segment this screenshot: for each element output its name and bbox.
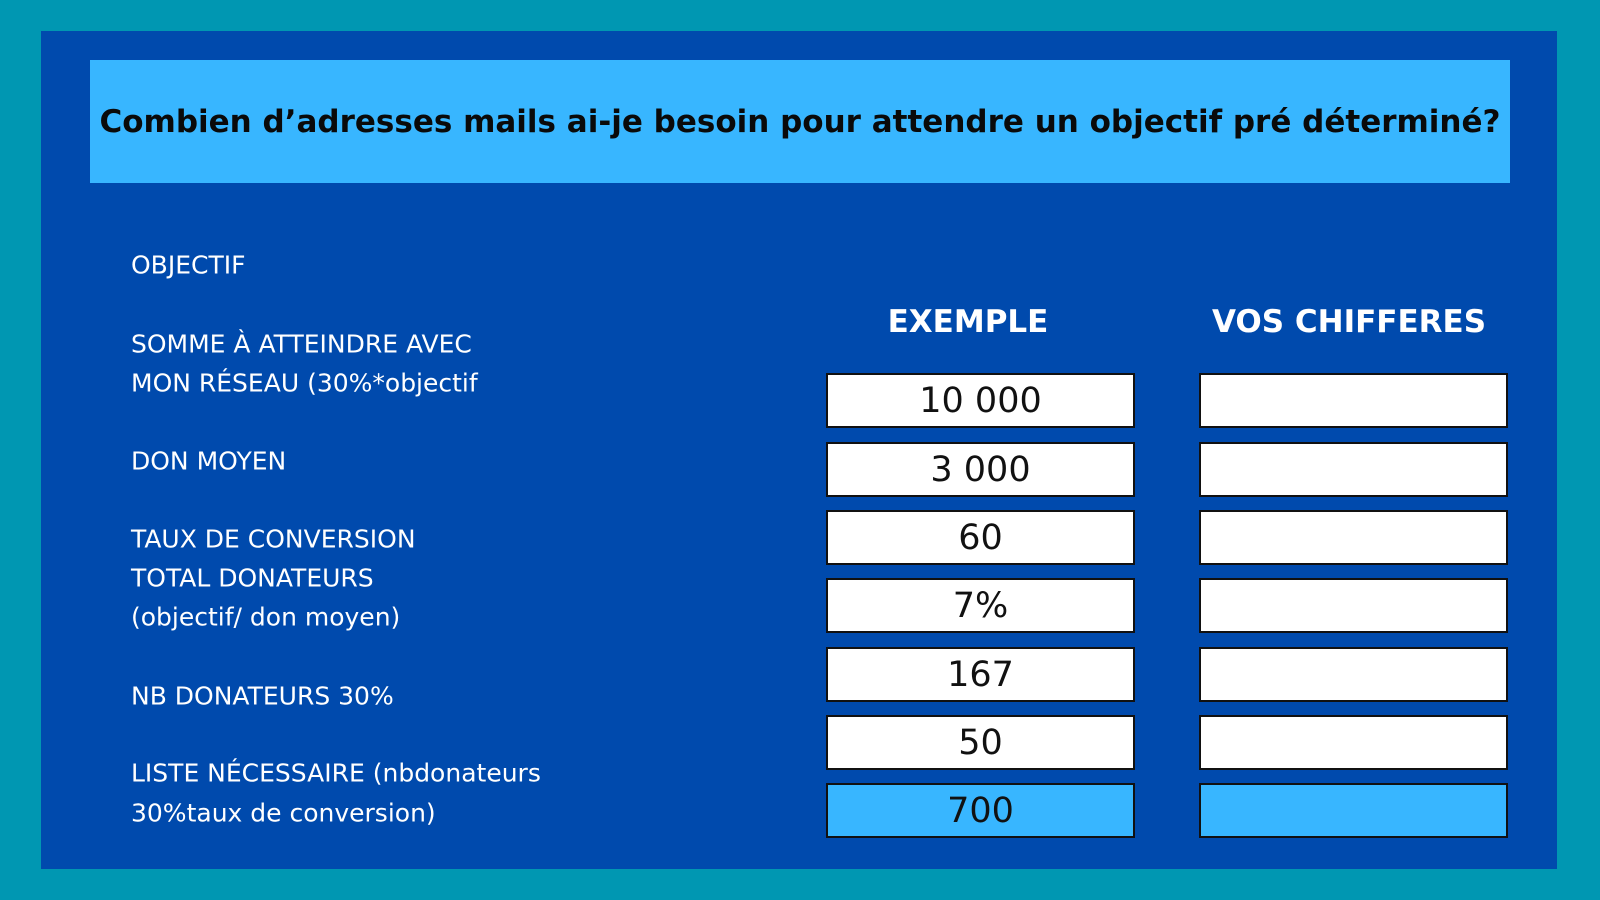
title: Combien d’adresses mails ai-je besoin po…	[90, 60, 1510, 183]
example-value: 7%	[826, 578, 1135, 633]
row-label: TAUX DE CONVERSION	[131, 524, 416, 554]
example-value: 167	[826, 647, 1135, 702]
row-label: OBJECTIF	[131, 250, 246, 280]
example-value: 10 000	[826, 373, 1135, 428]
example-value: 3 000	[826, 442, 1135, 497]
row-label: (objectif/ don moyen)	[131, 602, 401, 632]
input-box[interactable]	[1199, 373, 1508, 428]
row-label: NB DONATEURS 30%	[131, 681, 394, 711]
row-label: LISTE NÉCESSAIRE (nbdonateurs	[131, 758, 541, 788]
row-label: SOMME À ATTEINDRE AVEC	[131, 329, 472, 359]
input-box[interactable]	[1199, 578, 1508, 633]
row-label: DON MOYEN	[131, 446, 287, 476]
row-label: TOTAL DONATEURS	[131, 563, 374, 593]
column-header: EXEMPLE	[887, 304, 1049, 340]
row-label: 30%taux de conversion)	[131, 798, 436, 828]
example-value: 50	[826, 715, 1135, 770]
input-box[interactable]	[1199, 715, 1508, 770]
example-value: 60	[826, 510, 1135, 565]
input-box[interactable]	[1199, 647, 1508, 702]
column-header: VOS CHIFFERES	[1211, 304, 1487, 340]
input-box[interactable]	[1199, 442, 1508, 497]
input-box[interactable]	[1199, 510, 1508, 565]
row-label: MON RÉSEAU (30%*objectif	[131, 368, 478, 398]
example-value: 700	[826, 783, 1135, 838]
input-box[interactable]	[1199, 783, 1508, 838]
